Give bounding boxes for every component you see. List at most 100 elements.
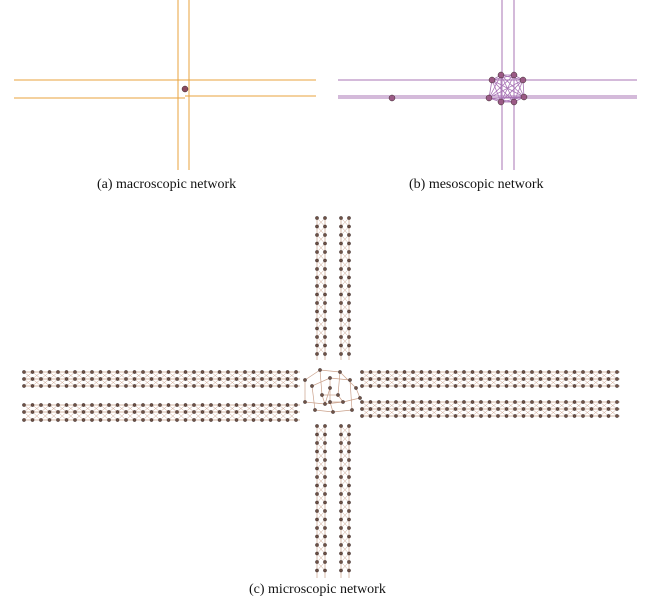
lane-node xyxy=(39,377,43,381)
lane-change-edge xyxy=(316,311,326,321)
lane-node xyxy=(496,407,500,411)
lane-node xyxy=(547,407,551,411)
lane-node xyxy=(141,377,145,381)
lane-node xyxy=(124,403,128,407)
turning-edge xyxy=(311,385,316,411)
lane-change-edge xyxy=(316,476,326,486)
lane-node xyxy=(98,418,103,422)
lane-change-edge xyxy=(340,519,350,529)
lane-node xyxy=(339,560,343,564)
lane-node xyxy=(107,418,111,422)
lane-node xyxy=(315,309,319,314)
lane-node xyxy=(530,370,534,374)
intersection-link xyxy=(488,74,515,99)
lane-node xyxy=(285,418,290,422)
lane-node xyxy=(243,370,247,374)
lane-node xyxy=(347,352,351,356)
lane-node xyxy=(598,370,602,374)
lane-node xyxy=(200,403,205,407)
lane-node xyxy=(436,370,441,374)
lane-change-edge xyxy=(227,411,237,421)
lane-node xyxy=(323,534,327,539)
lane-node xyxy=(323,216,327,220)
lane-change-edge xyxy=(219,411,229,421)
lane-node xyxy=(347,449,351,454)
lane-change-edge xyxy=(316,234,326,244)
lane-node xyxy=(39,410,43,414)
lane-node xyxy=(411,400,415,404)
lane-node xyxy=(234,403,239,407)
lane-node xyxy=(487,400,492,404)
lane-node xyxy=(462,400,466,404)
lane-node xyxy=(323,424,327,428)
lane-node xyxy=(411,377,415,381)
lane-node xyxy=(589,370,594,374)
lane-node xyxy=(64,403,69,407)
lane-node xyxy=(589,407,594,411)
lane-node xyxy=(81,418,86,422)
lane-node xyxy=(496,377,500,381)
lane-node xyxy=(323,343,327,348)
lane-node xyxy=(315,543,319,547)
lane-node xyxy=(217,384,222,388)
intersection-node xyxy=(341,400,345,404)
lane-node xyxy=(606,407,611,411)
lane-node xyxy=(436,377,441,381)
intersection-node xyxy=(497,98,505,106)
lane-node xyxy=(315,267,319,271)
lane-node xyxy=(419,414,424,418)
lane-node xyxy=(513,384,517,388)
lane-node xyxy=(277,384,281,388)
lane-node xyxy=(124,377,128,381)
lane-node xyxy=(402,377,407,381)
lane-change-edge xyxy=(316,251,326,261)
lane-node xyxy=(124,418,128,422)
caption-macroscopic: (a) macroscopic network xyxy=(97,177,237,192)
lane-change-edge xyxy=(316,294,326,304)
lane-node xyxy=(339,543,343,547)
lane-change-edge xyxy=(316,302,326,312)
lane-node xyxy=(339,309,343,314)
lane-change-edge xyxy=(176,411,186,421)
lane-node xyxy=(572,377,577,381)
lane-node xyxy=(200,410,205,414)
lane-node xyxy=(347,326,351,331)
lane-node xyxy=(615,400,619,404)
lane-node xyxy=(479,370,483,374)
lane-node xyxy=(347,526,351,530)
lane-node xyxy=(385,414,390,418)
lane-node xyxy=(411,407,415,411)
lane-node xyxy=(132,403,137,407)
lane-node xyxy=(377,400,381,404)
lane-node xyxy=(315,284,319,288)
lane-change-edge xyxy=(340,553,350,563)
lane-node xyxy=(347,343,351,348)
lane-node xyxy=(547,400,551,404)
lane-node xyxy=(339,483,343,488)
lane-node xyxy=(487,407,492,411)
lane-node xyxy=(487,414,492,418)
lane-node xyxy=(323,326,327,331)
lane-node xyxy=(487,377,492,381)
lane-node xyxy=(462,377,466,381)
lane-node xyxy=(504,370,509,374)
lane-node xyxy=(555,414,560,418)
lane-node xyxy=(538,370,543,374)
lane-node xyxy=(285,384,290,388)
intersection-node xyxy=(354,386,358,390)
lane-node xyxy=(209,418,213,422)
lane-change-edge xyxy=(40,411,50,421)
lane-node xyxy=(192,377,196,381)
lane-node xyxy=(513,377,517,381)
lane-node xyxy=(158,384,162,388)
lane-node xyxy=(323,275,327,280)
turning-edge xyxy=(319,369,341,373)
lane-change-edge xyxy=(270,411,280,421)
lane-change-edge xyxy=(66,411,76,421)
lane-node xyxy=(445,377,449,381)
lane-change-edge xyxy=(340,459,350,469)
lane-change-edge xyxy=(316,485,326,495)
lane-node xyxy=(496,384,500,388)
lane-node xyxy=(411,370,415,374)
lane-node xyxy=(323,292,327,297)
